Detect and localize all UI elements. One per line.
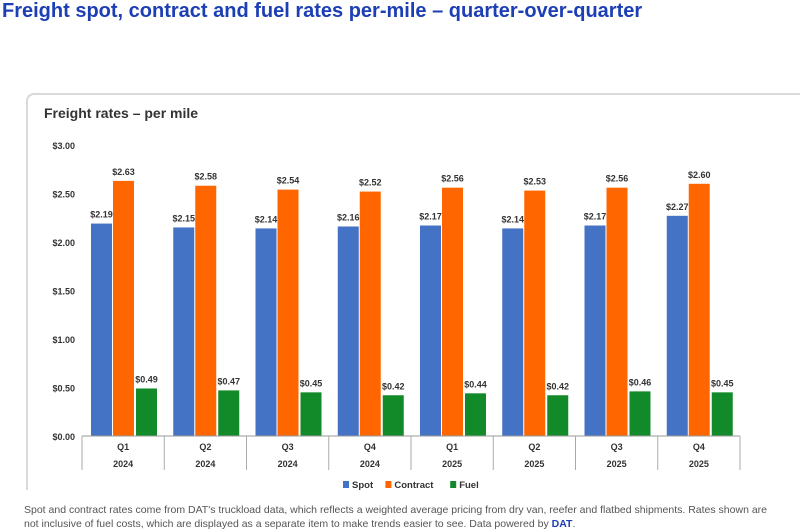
bar-spot xyxy=(173,227,195,436)
chart-title: Freight rates – per mile xyxy=(44,105,199,121)
bar-contract xyxy=(359,191,381,436)
bar-spot xyxy=(255,228,277,436)
y-tick-label: $2.50 xyxy=(52,190,75,200)
legend-swatch-fuel xyxy=(450,481,457,488)
bar-contract xyxy=(195,185,217,436)
data-label: $2.19 xyxy=(90,210,113,220)
x-tick-year: 2024 xyxy=(113,459,133,469)
x-tick-year: 2025 xyxy=(442,459,462,469)
dat-link[interactable]: DAT xyxy=(551,518,573,530)
bar-contract xyxy=(606,187,628,436)
bar-spot xyxy=(584,225,606,436)
data-label: $2.14 xyxy=(255,214,278,224)
x-tick-quarter: Q4 xyxy=(364,442,376,452)
x-tick-year: 2025 xyxy=(689,459,709,469)
data-label: $2.16 xyxy=(337,212,360,222)
page-title: Freight spot, contract and fuel rates pe… xyxy=(2,0,643,22)
x-tick-quarter: Q2 xyxy=(199,442,211,452)
y-tick-label: $0.00 xyxy=(52,432,75,442)
bar-contract xyxy=(113,180,134,436)
y-tick-label: $0.50 xyxy=(52,384,75,394)
bar-contract xyxy=(524,190,546,436)
x-tick-quarter: Q4 xyxy=(693,442,705,452)
bar-spot xyxy=(666,215,688,436)
bar-fuel xyxy=(547,395,569,436)
data-label: $0.47 xyxy=(217,376,240,386)
x-tick-year: 2025 xyxy=(524,459,544,469)
data-label: $0.45 xyxy=(300,378,323,388)
bar-fuel xyxy=(465,393,486,436)
bar-spot xyxy=(91,223,112,436)
data-label: $0.49 xyxy=(135,374,158,384)
bar-chart: $0.00 $0.50 $1.00 $1.50 $2.00 $2.50 $3.00 $2.19… xyxy=(52,141,741,491)
data-label: $0.44 xyxy=(464,379,487,389)
legend-swatch-contract xyxy=(385,481,392,488)
data-label: $2.17 xyxy=(584,212,607,222)
x-tick-year: 2025 xyxy=(607,459,627,469)
data-label: $2.58 xyxy=(194,172,217,182)
legend-label-fuel: Fuel xyxy=(459,480,479,491)
x-tick-quarter: Q3 xyxy=(282,442,294,452)
legend-swatch-spot xyxy=(343,481,349,488)
bar-fuel xyxy=(300,392,322,436)
x-tick-year: 2024 xyxy=(278,459,298,469)
legend-label-spot: Spot xyxy=(352,480,374,491)
x-tick-year: 2024 xyxy=(360,459,380,469)
y-tick-label: $3.00 xyxy=(52,141,75,151)
data-label: $2.27 xyxy=(666,202,689,212)
chart-card xyxy=(26,93,800,490)
footnote: Spot and contract rates come from DAT's … xyxy=(24,503,784,531)
data-label: $2.56 xyxy=(606,174,629,184)
data-label: $2.52 xyxy=(359,178,382,188)
data-label: $2.17 xyxy=(419,212,442,222)
bar-contract xyxy=(688,183,710,436)
x-tick-quarter: Q1 xyxy=(446,442,458,452)
footnote-text: Spot and contract rates come from DAT's … xyxy=(24,504,768,530)
x-tick-quarter: Q3 xyxy=(611,442,623,452)
data-label: $2.56 xyxy=(441,174,464,184)
y-tick-label: $1.00 xyxy=(52,335,75,345)
bar-fuel xyxy=(382,395,404,436)
data-label: $2.54 xyxy=(277,176,300,186)
bar-fuel xyxy=(711,392,733,436)
footnote-end: . xyxy=(572,518,576,530)
bar-contract xyxy=(442,187,463,436)
bar-fuel xyxy=(136,388,157,436)
bar-spot xyxy=(502,228,524,436)
bar-contract xyxy=(277,189,299,436)
y-tick-label: $2.00 xyxy=(52,238,75,248)
data-label: $2.60 xyxy=(688,170,711,180)
legend-label-contract: Contract xyxy=(394,480,434,491)
data-label: $0.45 xyxy=(711,378,734,388)
x-tick-quarter: Q2 xyxy=(528,442,540,452)
x-tick-quarter: Q1 xyxy=(117,442,129,452)
data-label: $2.63 xyxy=(112,167,135,177)
data-label: $0.42 xyxy=(546,381,569,391)
y-tick-label: $1.50 xyxy=(52,287,75,297)
bar-spot xyxy=(420,225,441,436)
x-tick-year: 2024 xyxy=(195,459,215,469)
bar-spot xyxy=(337,226,359,436)
bar-fuel xyxy=(629,391,651,436)
data-label: $2.53 xyxy=(523,177,546,187)
data-label: $2.14 xyxy=(501,214,524,224)
data-label: $2.15 xyxy=(172,213,195,223)
data-label: $0.42 xyxy=(382,381,405,391)
bar-fuel xyxy=(218,390,240,436)
data-label: $0.46 xyxy=(629,377,652,387)
